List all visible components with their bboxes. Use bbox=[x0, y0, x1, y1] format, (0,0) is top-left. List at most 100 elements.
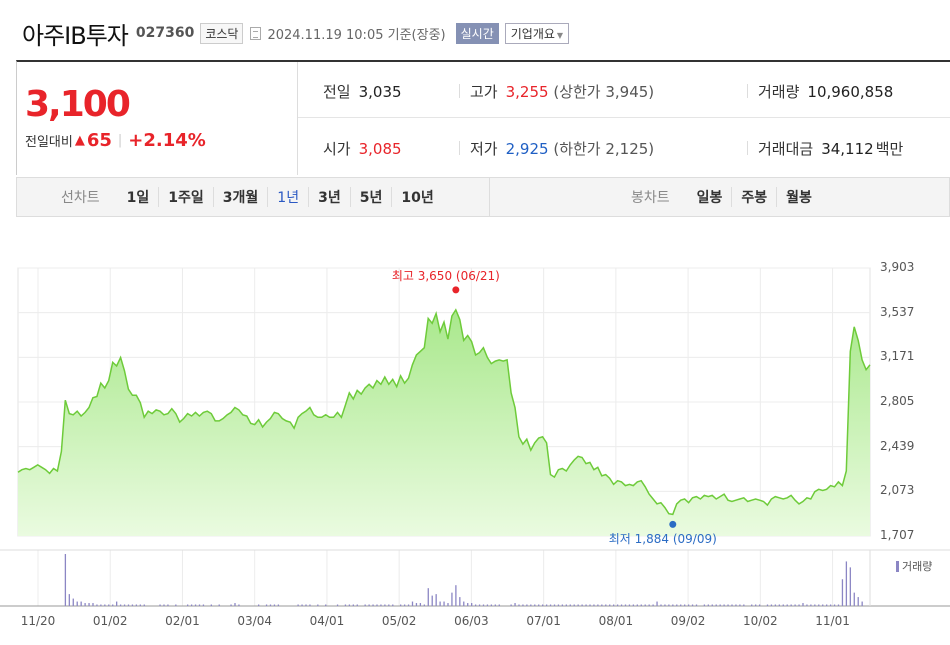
x-tick-label: 02/01 bbox=[165, 614, 200, 628]
volume-bar bbox=[565, 604, 567, 606]
volume-bar bbox=[605, 604, 607, 606]
volume-bar bbox=[569, 604, 571, 606]
amount-label: 거래대금 bbox=[758, 140, 814, 158]
volume-bar bbox=[96, 604, 98, 606]
period-tab-5[interactable]: 5년 bbox=[349, 187, 392, 207]
volume-bar bbox=[557, 604, 560, 606]
change-amount: 65 bbox=[86, 130, 112, 151]
period-tab-3[interactable]: 1년 bbox=[267, 187, 308, 207]
open-price: 시가 3,085 bbox=[323, 138, 402, 159]
volume-bar bbox=[388, 604, 390, 606]
volume-bar bbox=[774, 604, 777, 606]
x-tick-label: 11/20 bbox=[20, 614, 56, 628]
volume-bar bbox=[853, 592, 855, 606]
volume-bar bbox=[644, 604, 646, 606]
open-value: 3,085 bbox=[358, 140, 402, 158]
volume-bar bbox=[380, 604, 382, 606]
volume-bar bbox=[545, 604, 548, 606]
volume-bar bbox=[352, 604, 354, 606]
period-tab-0[interactable]: 1일 bbox=[126, 190, 150, 206]
volume-bar bbox=[104, 604, 106, 606]
realtime-button[interactable]: 실시간 bbox=[455, 22, 499, 44]
divider bbox=[747, 84, 748, 98]
volume-bar bbox=[806, 604, 808, 606]
upper-limit: (상한가 3,945) bbox=[553, 83, 655, 101]
day-high: 고가 3,255 (상한가 3,945) bbox=[470, 81, 654, 102]
period-tab-1[interactable]: 1주일 bbox=[158, 187, 213, 207]
volume-bar bbox=[833, 604, 836, 606]
volume-bar bbox=[198, 604, 201, 606]
volume-bar bbox=[76, 601, 78, 606]
volume-bar bbox=[802, 603, 804, 606]
volume-bar bbox=[829, 604, 832, 606]
volume-bar bbox=[786, 604, 788, 606]
volume-bar bbox=[668, 604, 670, 606]
volume-bar bbox=[112, 604, 114, 606]
current-price: 3,100 bbox=[25, 84, 131, 125]
change-percent: +2.14% bbox=[128, 130, 206, 151]
volume-bar bbox=[135, 604, 138, 606]
volume-bar bbox=[719, 604, 721, 606]
volume-bar bbox=[297, 604, 299, 606]
volume-bar bbox=[798, 604, 800, 606]
volume-bar bbox=[542, 604, 544, 606]
y-tick-label: 1,707 bbox=[880, 528, 915, 542]
volume-bar bbox=[616, 604, 619, 606]
low-value: 2,925 bbox=[505, 140, 549, 158]
volume-bar bbox=[498, 604, 500, 606]
low-label: 저가 bbox=[470, 140, 498, 158]
y-tick-label: 2,805 bbox=[880, 394, 915, 408]
volume-bar bbox=[597, 604, 599, 606]
volume-bar bbox=[814, 604, 816, 606]
volume-bar bbox=[613, 604, 615, 606]
volume-bar bbox=[494, 604, 496, 606]
volume-bar bbox=[514, 603, 516, 606]
candle-tab-1[interactable]: 주봉 bbox=[731, 187, 776, 207]
divider bbox=[747, 141, 748, 155]
y-tick-label: 3,537 bbox=[880, 304, 915, 319]
volume-bar bbox=[447, 603, 449, 606]
volume-bar bbox=[269, 604, 272, 606]
volume-bar bbox=[680, 604, 682, 606]
volume-legend-label: 거래량 bbox=[902, 560, 933, 573]
volume-bar bbox=[790, 604, 792, 606]
price-chart[interactable]: 3,903 3,537 3,171 2,805 2,439 2,073 1,707 11/2… bbox=[0, 228, 950, 645]
volume-bar bbox=[715, 604, 717, 606]
volume-bar bbox=[68, 594, 70, 606]
volume-bar bbox=[265, 604, 268, 606]
volume-label: 거래량 bbox=[758, 83, 800, 101]
line-chart-label: 선차트 bbox=[61, 190, 100, 206]
candle-tab-0[interactable]: 일봉 bbox=[696, 190, 723, 206]
volume-bar bbox=[277, 604, 280, 606]
period-tab-6[interactable]: 10년 bbox=[391, 187, 442, 207]
price-block: 3,100 전일대비 ▲ 65 | +2.14% bbox=[17, 62, 298, 175]
volume-bar bbox=[581, 604, 583, 606]
volume-bar bbox=[364, 604, 366, 606]
quote-row-1: 전일 3,035 고가 3,255 (상한가 3,945) 거래량 10,960,85… bbox=[298, 62, 950, 118]
candle-tab-2[interactable]: 월봉 bbox=[776, 187, 821, 207]
volume-bar bbox=[84, 603, 86, 606]
volume-bar bbox=[593, 604, 595, 606]
x-tick-label: 06/03 bbox=[454, 614, 489, 628]
volume-bar bbox=[100, 604, 102, 606]
volume-bar bbox=[407, 604, 410, 606]
company-info-button[interactable]: 기업개요 ▼ bbox=[504, 22, 570, 44]
y-tick-label: 3,171 bbox=[880, 349, 915, 364]
volume-bar bbox=[372, 604, 374, 606]
period-tab-4[interactable]: 3년 bbox=[308, 187, 350, 207]
volume-bar bbox=[739, 604, 741, 606]
x-tick-label: 04/01 bbox=[309, 614, 345, 628]
volume-bar bbox=[427, 588, 429, 606]
price-line bbox=[17, 308, 871, 516]
company-info-label: 기업개요 bbox=[510, 26, 555, 41]
volume-bar bbox=[92, 603, 94, 606]
volume-bar bbox=[723, 604, 725, 606]
period-tab-2[interactable]: 3개월 bbox=[212, 187, 268, 207]
volume-bar bbox=[419, 603, 422, 606]
up-arrow-icon: ▲ bbox=[74, 133, 85, 148]
volume-bar bbox=[194, 604, 197, 606]
volume-bar bbox=[518, 604, 520, 606]
candle-chart-label: 봉차트 bbox=[631, 190, 670, 206]
volume-bar bbox=[822, 604, 824, 606]
price-area bbox=[18, 309, 870, 536]
